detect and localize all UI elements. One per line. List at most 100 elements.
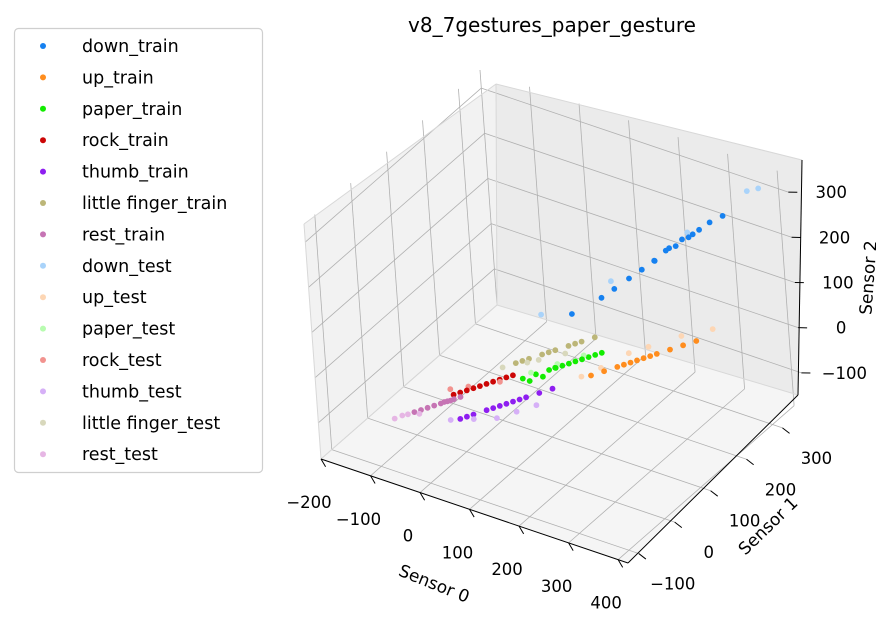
axis-edges [303,83,803,564]
grid-x-back [628,120,646,356]
x-tick-label: −200 [286,493,331,512]
legend-label: up_test [82,288,147,308]
point-little-finger_test [535,357,542,363]
x-tick-label: 300 [541,577,573,596]
grid-y-floor [367,417,675,523]
grid-z-left [314,223,492,378]
legend-item: rock_train [40,131,169,151]
legend-label: up_train [82,68,154,88]
legend-item: rock_test [40,351,162,371]
point-up_train [647,353,654,359]
point-down_train [706,219,713,226]
point-paper_train [519,375,526,382]
point-down_train [719,213,726,219]
legend-label: rest_test [82,445,158,465]
point-rest_train [424,404,431,411]
pane-edge [495,83,803,161]
legend-marker [40,325,46,332]
legend-label: rock_test [82,351,162,371]
grid-y-left [350,183,369,419]
point-little-finger_test [524,359,531,366]
point-thumb_test [470,416,477,422]
legend-label: paper_test [82,320,175,340]
point-up_train [621,361,627,368]
point-little-finger_train [552,347,559,354]
point-down_train [679,236,685,243]
z-tick-label: −100 [822,364,867,383]
point-up_test [678,333,685,339]
x-axis-label: Sensor 0 [396,561,473,607]
point-up_test [709,326,716,332]
point-up_test [645,343,652,350]
grid-z-back [481,87,789,193]
grid-y-left [422,120,440,356]
grid-y-left [314,214,333,450]
legend-label: thumb_test [82,382,182,402]
point-paper_train [559,362,566,369]
legend-marker [40,419,46,426]
point-rest_test [391,415,398,422]
legend-marker [40,231,46,238]
point-paper_train [598,349,605,356]
point-up_train [614,364,621,370]
grid-z-back [484,132,792,238]
point-up_test [625,350,632,357]
point-rock_test [447,386,454,393]
point-up_train [640,355,647,362]
legend-marker [40,105,46,112]
pane-edge [303,83,497,225]
axis-panes [304,84,802,563]
legend-label: paper_train [82,100,182,120]
y-tick-label: 200 [765,480,797,499]
point-rest_train [431,402,438,409]
axis-ticks [320,191,811,568]
grid-x-floor [617,405,795,560]
point-paper_train [592,352,599,358]
tick-mark [746,458,754,466]
pane-left [304,84,497,459]
legend-label: little finger_test [82,414,220,434]
point-little-finger_train [591,334,598,341]
pane-floor [321,305,798,563]
point-up_train [653,351,660,357]
grid-z-back [487,178,795,283]
point-paper_train [533,371,539,378]
grid-x-back [677,137,696,373]
point-paper_train [566,360,572,367]
legend-label: little finger_train [82,194,227,214]
grid-x-back [479,69,498,306]
point-down_train [569,311,575,317]
legend-marker [40,200,46,206]
y-tick-label: 100 [729,512,761,531]
x-tick-label: 0 [403,527,414,546]
point-thumb_test [494,415,500,421]
legend-label: down_test [82,257,172,277]
legend-item: thumb_train [40,163,189,183]
point-thumb_train [536,390,543,396]
legend-item: little finger_test [40,414,220,434]
z-tick-label: 200 [819,228,851,247]
tick-mark [617,559,624,568]
grid-z-left [305,87,482,243]
point-down_train [626,275,632,282]
point-rest_test [399,412,406,419]
legend-label: down_train [82,37,179,57]
pane-edge [303,223,322,460]
legend-item: paper_test [40,320,175,340]
point-little-finger_train [565,343,572,349]
point-thumb_train [516,396,523,403]
point-paper_train [526,378,533,384]
pane-edge [320,304,498,460]
z-tick-label: 300 [816,183,848,202]
point-thumb_train [503,400,510,407]
legend-item: up_train [40,68,154,88]
point-up_train [667,346,673,353]
grid-y-floor [331,449,639,554]
point-paper_train [579,356,585,363]
point-thumb_test [533,402,540,409]
point-rest_test [416,410,423,417]
x-tick-label: 200 [491,560,523,579]
point-down_train [672,243,679,250]
point-rock_train [470,385,477,392]
grid-x-back [529,86,547,322]
